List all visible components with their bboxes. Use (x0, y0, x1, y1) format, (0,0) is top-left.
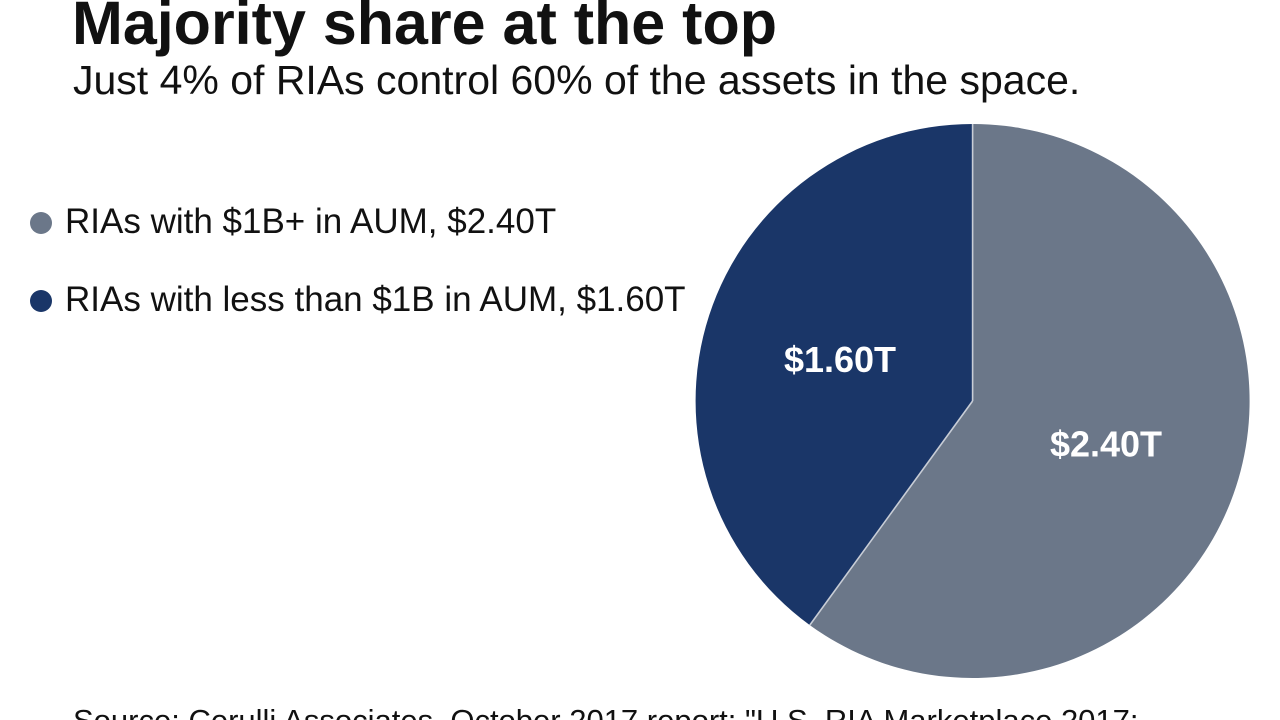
svg-text:$1.60T: $1.60T (784, 339, 896, 380)
svg-text:$2.40T: $2.40T (1050, 424, 1162, 465)
